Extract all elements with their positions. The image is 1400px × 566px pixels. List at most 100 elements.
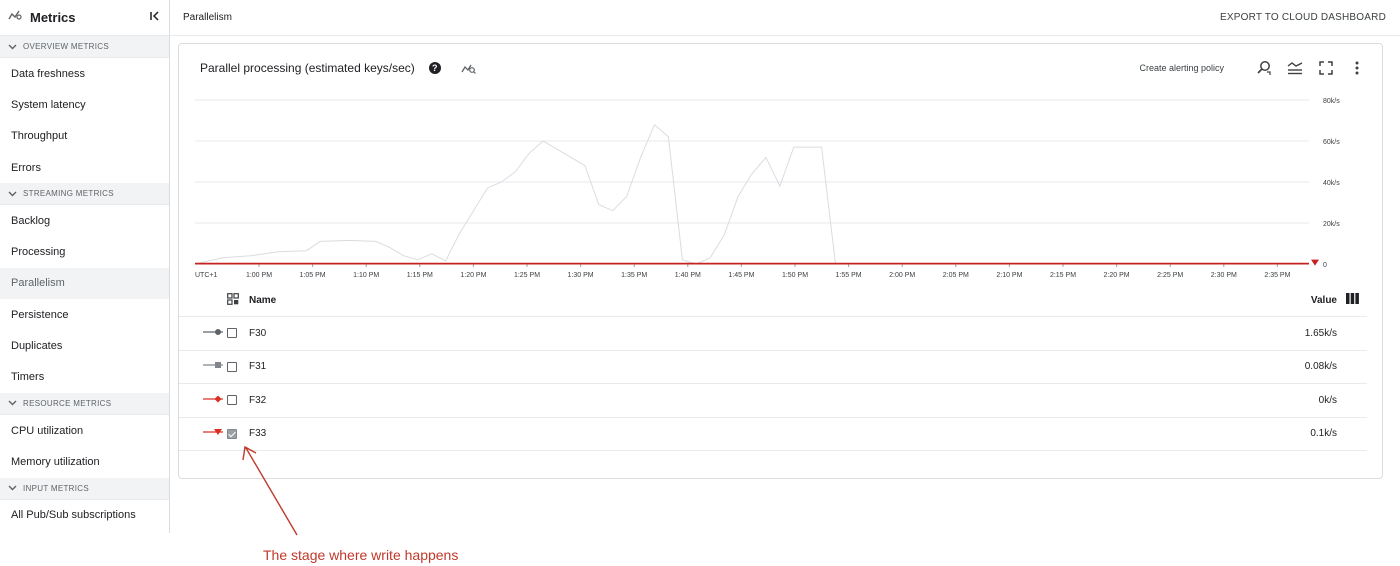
annotation-text: The stage where write happens bbox=[263, 547, 459, 563]
select-all-grid-icon[interactable] bbox=[227, 292, 239, 308]
series-value: 1.65k/s bbox=[1304, 327, 1337, 339]
series-name: F30 bbox=[249, 327, 267, 339]
top-bar: Parallelism EXPORT TO CLOUD DASHBOARD bbox=[170, 0, 1400, 36]
x-tick-label: 2:25 PM bbox=[1157, 272, 1183, 279]
card-header: Parallel processing (estimated keys/sec)… bbox=[179, 44, 1382, 92]
x-tick-label: 1:20 PM bbox=[460, 272, 486, 279]
sidebar-item-backlog[interactable]: Backlog bbox=[11, 214, 51, 227]
series-line-f30 bbox=[194, 123, 1309, 265]
sidebar-section-title: STREAMING METRICS bbox=[23, 189, 114, 199]
x-tick-label: 2:35 PM bbox=[1264, 272, 1290, 279]
sidebar-section-header[interactable]: STREAMING METRICS bbox=[0, 183, 169, 206]
series-name: F31 bbox=[249, 361, 267, 373]
chevron-down-icon bbox=[8, 483, 17, 493]
sidebar-item-cpu-utilization[interactable]: CPU utilization bbox=[11, 424, 84, 437]
sidebar-item-persistence[interactable]: Persistence bbox=[11, 308, 69, 321]
y-tick-label: 60k/s bbox=[1323, 139, 1340, 146]
value-column-header[interactable]: Value bbox=[1310, 294, 1337, 306]
sidebar-item-duplicates[interactable]: Duplicates bbox=[11, 340, 63, 353]
chevron-down-icon bbox=[8, 398, 17, 408]
timezone-label: UTC+1 bbox=[195, 272, 217, 279]
help-icon[interactable]: ? bbox=[428, 62, 441, 74]
series-value: 0.1k/s bbox=[1310, 428, 1337, 440]
x-tick-label: 1:35 PM bbox=[621, 272, 647, 279]
x-tick-label: 2:30 PM bbox=[1211, 272, 1237, 279]
table-row[interactable]: F31 0.08k/s bbox=[179, 351, 1367, 384]
sidebar-section-title: INPUT METRICS bbox=[23, 483, 89, 493]
sidebar-item-throughput[interactable]: Throughput bbox=[11, 130, 68, 143]
metrics-sidebar: Metrics OVERVIEW METRICS Data freshness Sy… bbox=[0, 0, 170, 533]
series-checkbox[interactable] bbox=[227, 328, 237, 339]
explore-icon[interactable] bbox=[461, 61, 477, 75]
x-tick-label: 1:40 PM bbox=[675, 272, 701, 279]
x-tick-label: 1:15 PM bbox=[407, 272, 433, 279]
series-checkbox[interactable] bbox=[227, 361, 237, 372]
sidebar-item-data-freshness[interactable]: Data freshness bbox=[11, 67, 85, 80]
series-legend-circle-icon bbox=[203, 327, 225, 340]
sidebar-item-timers[interactable]: Timers bbox=[11, 371, 45, 384]
y-tick-label: 40k/s bbox=[1323, 180, 1340, 187]
y-tick-label: 80k/s bbox=[1323, 98, 1340, 105]
sidebar-body: OVERVIEW METRICS Data freshness System lat… bbox=[0, 36, 169, 531]
collapse-icon[interactable] bbox=[149, 9, 161, 27]
chevron-down-icon bbox=[8, 42, 17, 52]
x-tick-label: 1:30 PM bbox=[568, 272, 594, 279]
columns-icon[interactable] bbox=[1345, 293, 1359, 307]
series-value: 0.08k/s bbox=[1304, 361, 1337, 373]
series-legend-diamond-icon bbox=[203, 394, 225, 407]
series-checkbox[interactable] bbox=[227, 428, 237, 439]
sidebar-item-all-pub-sub-subscriptions[interactable]: All Pub/Sub subscriptions bbox=[11, 509, 136, 522]
y-tick-label: 20k/s bbox=[1323, 221, 1340, 228]
x-tick-label: 1:10 PM bbox=[353, 272, 379, 279]
create-alerting-policy-link[interactable]: Create alerting policy bbox=[1139, 63, 1224, 73]
series-legend-square-icon bbox=[203, 360, 225, 373]
name-column-header[interactable]: Name bbox=[249, 294, 277, 306]
chart-card: Parallel processing (estimated keys/sec)… bbox=[178, 43, 1383, 479]
fullscreen-icon[interactable] bbox=[1315, 57, 1337, 79]
sidebar-header: Metrics bbox=[0, 0, 169, 36]
sidebar-section-header[interactable]: RESOURCE METRICS bbox=[0, 392, 169, 415]
chevron-down-icon bbox=[8, 189, 17, 199]
x-tick-label: 1:50 PM bbox=[782, 272, 808, 279]
table-body: F30 1.65k/s F31 0.08k/s F32 0k/s F33 0.1k/s bbox=[179, 317, 1367, 451]
legend-toggle-icon[interactable] bbox=[1284, 57, 1306, 79]
zoom-reset-icon[interactable] bbox=[1253, 57, 1275, 79]
x-tick-label: 1:05 PM bbox=[300, 272, 326, 279]
sidebar-item-memory-utilization[interactable]: Memory utilization bbox=[11, 455, 100, 468]
sidebar-item-parallelism[interactable]: Parallelism bbox=[0, 267, 169, 300]
x-tick-label: 2:20 PM bbox=[1104, 272, 1130, 279]
sidebar-item-system-latency[interactable]: System latency bbox=[11, 98, 86, 111]
breadcrumb: Parallelism bbox=[183, 12, 232, 23]
sidebar-section-header[interactable]: OVERVIEW METRICS bbox=[0, 36, 169, 58]
x-tick-label: 2:15 PM bbox=[1050, 272, 1076, 279]
table-row[interactable]: F30 1.65k/s bbox=[179, 317, 1367, 351]
line-chart[interactable]: 80k/s 60k/s 40k/s 20k/s 0 UTC+1 1:00 PM 1:05 PM… bbox=[179, 92, 1382, 282]
series-value: 0k/s bbox=[1318, 394, 1337, 406]
sidebar-title: Metrics bbox=[30, 10, 76, 25]
x-tick-label: 2:10 PM bbox=[996, 272, 1022, 279]
x-tick-label: 1:00 PM bbox=[246, 272, 272, 279]
series-checkbox[interactable] bbox=[227, 395, 237, 406]
sidebar-section-title: OVERVIEW METRICS bbox=[23, 42, 109, 51]
series-name: F33 bbox=[249, 428, 267, 440]
x-tick-label: 2:00 PM bbox=[889, 272, 915, 279]
export-to-cloud-dashboard-button[interactable]: EXPORT TO CLOUD DASHBOARD bbox=[1220, 12, 1386, 23]
x-tick-label: 1:25 PM bbox=[514, 272, 540, 279]
series-end-marker bbox=[1311, 259, 1319, 266]
sidebar-section-header[interactable]: INPUT METRICS bbox=[0, 477, 169, 500]
sidebar-item-errors[interactable]: Errors bbox=[11, 161, 41, 174]
table-row[interactable]: F33 0.1k/s bbox=[179, 418, 1367, 451]
legend-table: Name Value F30 1.65k/s F31 0.08k/s F32 0k/s F3… bbox=[179, 284, 1367, 451]
series-legend-triangle-icon bbox=[203, 427, 225, 440]
x-tick-label: 2:05 PM bbox=[943, 272, 969, 279]
x-tick-label: 1:55 PM bbox=[836, 272, 862, 279]
y-tick-label: 0 bbox=[1323, 262, 1327, 269]
sidebar-item-processing[interactable]: Processing bbox=[11, 246, 66, 259]
sidebar-section-title: RESOURCE METRICS bbox=[23, 398, 112, 408]
metrics-icon bbox=[8, 8, 22, 27]
table-row[interactable]: F32 0k/s bbox=[179, 384, 1367, 418]
more-options-icon[interactable] bbox=[1346, 57, 1368, 79]
series-name: F32 bbox=[249, 394, 267, 406]
table-header: Name Value bbox=[179, 284, 1367, 317]
chart-title: Parallel processing (estimated keys/sec) bbox=[200, 61, 415, 75]
